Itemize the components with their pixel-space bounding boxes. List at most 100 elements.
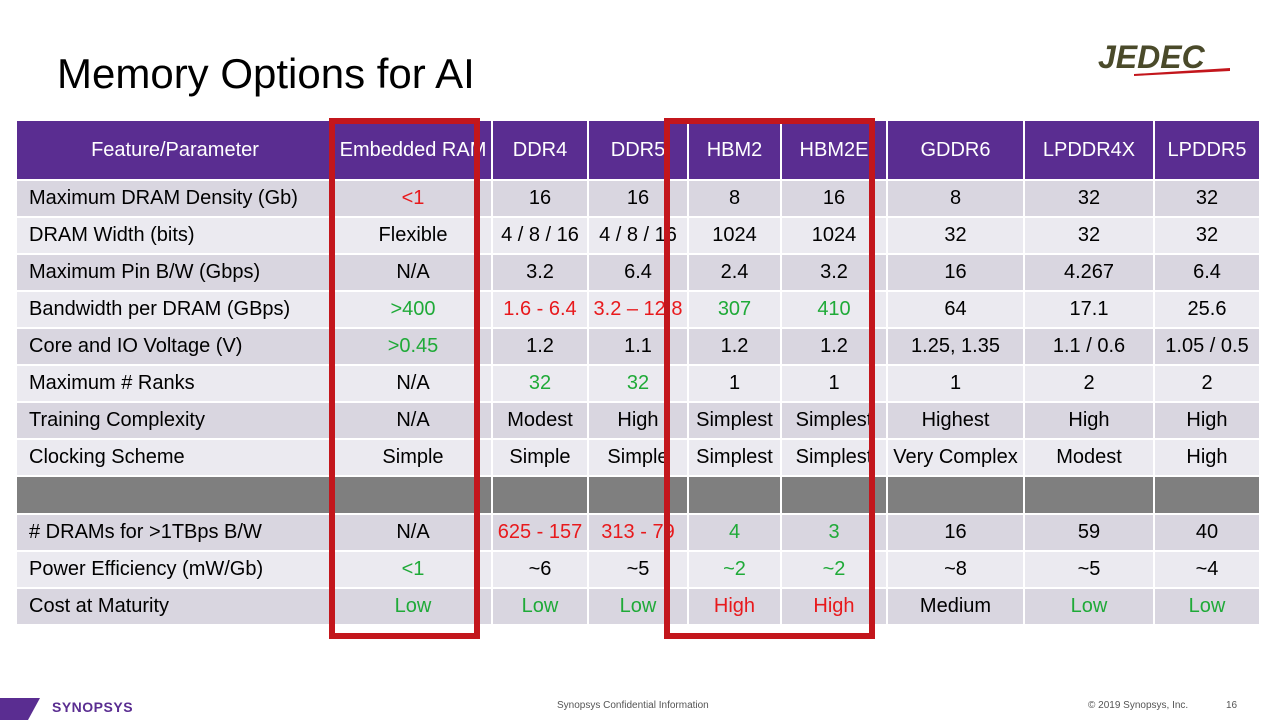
table-cell: 32 [588,365,689,403]
table-cell: 1.2 [781,328,888,366]
table-cell: High [588,402,689,440]
table-cell: Modest [1024,439,1155,477]
table-cell: 313 - 79 [588,514,689,552]
table-cell: 2 [1154,365,1261,403]
header-cell: LPDDR5 [1154,121,1261,181]
table-cell: >400 [334,291,493,329]
table-cell: 1.05 / 0.5 [1154,328,1261,366]
table-row: Maximum # Ranks N/A 32 32 1 1 1 2 2 [17,365,1261,403]
page-number: 16 [1226,700,1238,711]
table-cell: 4.267 [1024,254,1155,292]
table-cell: Modest [492,402,589,440]
table-cell: Low [588,588,689,626]
table-cell: 6.4 [1154,254,1261,292]
footer-copyright: © 2019 Synopsys, Inc. [1088,700,1189,711]
table-cell: 410 [781,291,888,329]
table-cell: High [1154,402,1261,440]
table-row: Clocking Scheme Simple Simple Simple Sim… [17,439,1261,477]
table-cell: Simplest [688,402,782,440]
table-cell: Low [1024,588,1155,626]
header-cell: HBM2E [781,121,888,181]
feature-label: Training Complexity [17,402,335,440]
footer-brand-logo: SYNOPSYS [52,699,134,715]
table-cell: 1.25, 1.35 [887,328,1025,366]
table-row: Maximum DRAM Density (Gb) <1 16 16 8 16 … [17,180,1261,218]
table-cell: <1 [334,180,493,218]
table-cell: 16 [588,180,689,218]
table-cell: 16 [492,180,589,218]
header-cell: Embedded RAM [334,121,493,181]
separator-row [17,476,1261,515]
footer-confidential: Synopsys Confidential Information [557,700,709,711]
table-cell: ~8 [887,551,1025,589]
table-cell: High [1154,439,1261,477]
table-cell: Simple [588,439,689,477]
table-cell: 25.6 [1154,291,1261,329]
table-cell: 4 / 8 / 16 [492,217,589,255]
table-cell: 32 [492,365,589,403]
table-row: # DRAMs for >1TBps B/W N/A 625 - 157 313… [17,514,1261,552]
feature-label: Maximum DRAM Density (Gb) [17,180,335,218]
feature-label: Clocking Scheme [17,439,335,477]
table-row: Bandwidth per DRAM (GBps) >400 1.6 - 6.4… [17,291,1261,329]
feature-label: Bandwidth per DRAM (GBps) [17,291,335,329]
table-cell: N/A [334,514,493,552]
feature-label: DRAM Width (bits) [17,217,335,255]
feature-label: Core and IO Voltage (V) [17,328,335,366]
table-cell: N/A [334,254,493,292]
table-row: Power Efficiency (mW/Gb) <1 ~6 ~5 ~2 ~2 … [17,551,1261,589]
table-cell: Simple [334,439,493,477]
table-cell: 1024 [781,217,888,255]
feature-label: # DRAMs for >1TBps B/W [17,514,335,552]
table-cell: >0.45 [334,328,493,366]
header-cell: DDR4 [492,121,589,181]
table-cell: 3 [781,514,888,552]
table-cell: High [688,588,782,626]
table-row: Training Complexity N/A Modest High Simp… [17,402,1261,440]
table-cell: N/A [334,402,493,440]
table-cell: 16 [887,514,1025,552]
table-cell: Low [492,588,589,626]
table-cell: Very Complex [887,439,1025,477]
table-row: Core and IO Voltage (V) >0.45 1.2 1.1 1.… [17,328,1261,366]
table-cell: 40 [1154,514,1261,552]
feature-label: Cost at Maturity [17,588,335,626]
table-cell: 1 [781,365,888,403]
table-cell: 2 [1024,365,1155,403]
header-cell: LPDDR4X [1024,121,1155,181]
table-cell: Low [334,588,493,626]
table-cell: ~5 [1024,551,1155,589]
table-row: Maximum Pin B/W (Gbps) N/A 3.2 6.4 2.4 3… [17,254,1261,292]
table-cell: 3.2 [781,254,888,292]
feature-label: Maximum Pin B/W (Gbps) [17,254,335,292]
table-cell: 1 [688,365,782,403]
table-header-row: Feature/Parameter Embedded RAM DDR4 DDR5… [17,121,1261,181]
table-cell: ~5 [588,551,689,589]
table-cell: 4 / 8 / 16 [588,217,689,255]
table-cell: 64 [887,291,1025,329]
table-cell: 1.2 [492,328,589,366]
table-cell: Low [1154,588,1261,626]
table-cell: 1.1 / 0.6 [1024,328,1155,366]
table-cell: 1.2 [688,328,782,366]
table-cell: 2.4 [688,254,782,292]
table-cell: Highest [887,402,1025,440]
slide-title: Memory Options for AI [57,50,475,97]
table-cell: ~2 [688,551,782,589]
table-cell: 16 [781,180,888,218]
table-cell: 32 [1024,217,1155,255]
table-cell: 307 [688,291,782,329]
table-cell: 1024 [688,217,782,255]
table-cell: 1 [887,365,1025,403]
feature-label: Power Efficiency (mW/Gb) [17,551,335,589]
table-cell: 1.6 - 6.4 [492,291,589,329]
table-cell: 16 [887,254,1025,292]
table-cell: 3.2 – 12.8 [588,291,689,329]
table-cell: 32 [1024,180,1155,218]
table-cell: N/A [334,365,493,403]
table-cell: 32 [1154,217,1261,255]
table-cell: 32 [887,217,1025,255]
table-cell: 3.2 [492,254,589,292]
table-cell: High [781,588,888,626]
table-cell: 32 [1154,180,1261,218]
